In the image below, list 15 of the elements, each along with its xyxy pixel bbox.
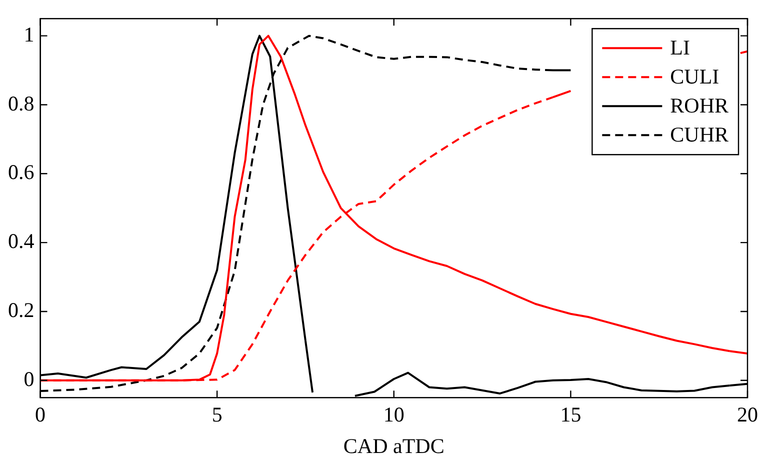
y-tick-label: 1 [24, 22, 34, 46]
y-tick-label: 0.8 [8, 91, 34, 116]
legend-label: CULI [670, 64, 720, 89]
legend-label: LI [670, 36, 690, 60]
legend-label: CUHR [670, 122, 729, 147]
y-tick-label: 0 [24, 366, 34, 391]
x-tick-label: 5 [212, 402, 222, 427]
x-tick-label: 10 [383, 402, 404, 427]
legend-label: ROHR [670, 94, 729, 118]
y-tick-label: 0.4 [8, 229, 35, 254]
x-tick-label: 20 [737, 402, 758, 427]
x-axis-title: CAD aTDC [343, 434, 444, 458]
y-tick-label: 0.2 [8, 298, 34, 322]
x-tick-label: 15 [560, 402, 582, 427]
y-tick-label: 0.6 [8, 160, 34, 184]
